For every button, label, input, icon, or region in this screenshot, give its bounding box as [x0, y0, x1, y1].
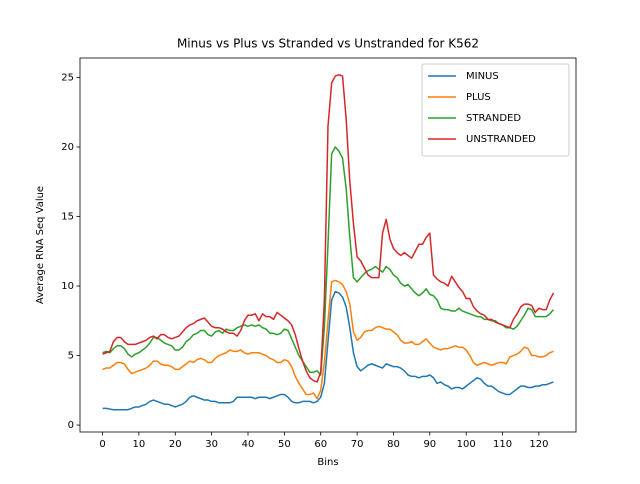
- chart-title: Minus vs Plus vs Stranded vs Unstranded …: [177, 37, 479, 51]
- x-tick-label: 100: [457, 439, 476, 450]
- x-tick-label: 80: [387, 439, 400, 450]
- x-tick-label: 30: [205, 439, 218, 450]
- legend-label: MINUS: [466, 71, 499, 82]
- y-tick-label: 10: [61, 281, 74, 292]
- line-series: [102, 73, 555, 383]
- y-tick-label: 15: [61, 211, 74, 222]
- line-series: [102, 279, 554, 400]
- x-tick-label: 50: [278, 439, 291, 450]
- x-axis-label: Bins: [317, 457, 338, 468]
- legend-box: [421, 63, 570, 157]
- legend-label: PLUS: [466, 92, 491, 103]
- y-tick-label: 25: [61, 72, 74, 83]
- x-tick-label: 60: [314, 439, 327, 450]
- y-tick-label: 0: [68, 420, 74, 431]
- y-axis-label: Average RNA Seq Value: [35, 186, 46, 304]
- x-tick-label: 70: [351, 439, 364, 450]
- line-series: [102, 290, 554, 411]
- y-tick-label: 20: [61, 142, 74, 153]
- line-series: [102, 146, 555, 376]
- plot-frame: [79, 57, 577, 433]
- x-tick-label: 40: [242, 439, 255, 450]
- x-tick-label: 90: [423, 439, 436, 450]
- x-tick-label: 110: [493, 439, 512, 450]
- x-tick-label: 10: [133, 439, 146, 450]
- legend-label: UNSTRANDED: [466, 134, 536, 145]
- x-tick-label: 0: [99, 439, 105, 450]
- x-tick-label: 20: [169, 439, 182, 450]
- y-tick-label: 5: [68, 351, 74, 362]
- x-tick-label: 120: [529, 439, 548, 450]
- legend-label: STRANDED: [466, 113, 521, 124]
